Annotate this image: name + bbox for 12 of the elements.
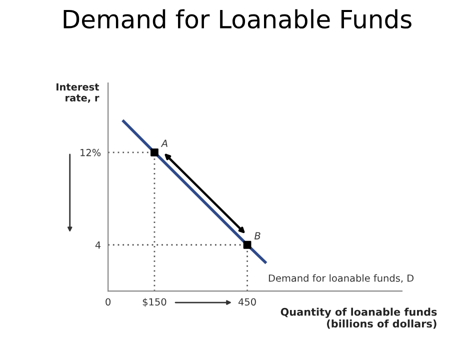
x-axis-title: Quantity of loanable funds (billions of dollars) [280, 308, 437, 329]
x-tick-label: 0 [106, 298, 111, 306]
y-tick-label: 4 [95, 241, 101, 249]
x-tick-label: $150 [142, 298, 166, 307]
chart-title: Demand for Loanable Funds [64, 9, 412, 29]
annotation: B [254, 232, 260, 240]
annotation: A [160, 140, 168, 147]
x-tick-label: 450 [238, 298, 256, 306]
annotation: Demand for loanable funds, D [268, 274, 414, 283]
y-tick-label: 12% [80, 148, 101, 156]
y-axis-title: Interest rate, r [56, 83, 100, 103]
line-series [122, 120, 267, 264]
